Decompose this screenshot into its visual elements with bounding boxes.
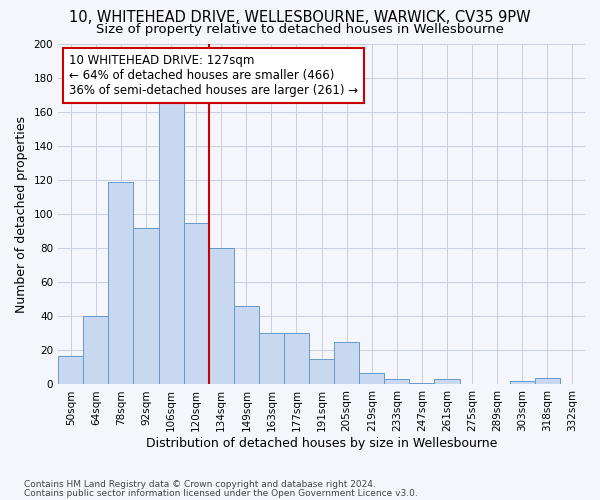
Text: 10, WHITEHEAD DRIVE, WELLESBOURNE, WARWICK, CV35 9PW: 10, WHITEHEAD DRIVE, WELLESBOURNE, WARWI… <box>69 10 531 25</box>
X-axis label: Distribution of detached houses by size in Wellesbourne: Distribution of detached houses by size … <box>146 437 497 450</box>
Bar <box>434 380 460 384</box>
Bar <box>334 342 359 384</box>
Bar <box>209 248 234 384</box>
Bar <box>409 383 434 384</box>
Text: 10 WHITEHEAD DRIVE: 127sqm
← 64% of detached houses are smaller (466)
36% of sem: 10 WHITEHEAD DRIVE: 127sqm ← 64% of deta… <box>69 54 358 97</box>
Bar <box>359 372 385 384</box>
Text: Contains public sector information licensed under the Open Government Licence v3: Contains public sector information licen… <box>24 488 418 498</box>
Text: Size of property relative to detached houses in Wellesbourne: Size of property relative to detached ho… <box>96 22 504 36</box>
Bar <box>510 381 535 384</box>
Bar <box>385 380 409 384</box>
Bar <box>184 222 209 384</box>
Bar <box>133 228 158 384</box>
Bar <box>234 306 259 384</box>
Bar <box>109 182 133 384</box>
Bar <box>58 356 83 384</box>
Y-axis label: Number of detached properties: Number of detached properties <box>15 116 28 312</box>
Bar <box>83 316 109 384</box>
Bar <box>259 334 284 384</box>
Bar <box>284 334 309 384</box>
Bar <box>309 359 334 384</box>
Text: Contains HM Land Registry data © Crown copyright and database right 2024.: Contains HM Land Registry data © Crown c… <box>24 480 376 489</box>
Bar <box>535 378 560 384</box>
Bar <box>158 100 184 384</box>
